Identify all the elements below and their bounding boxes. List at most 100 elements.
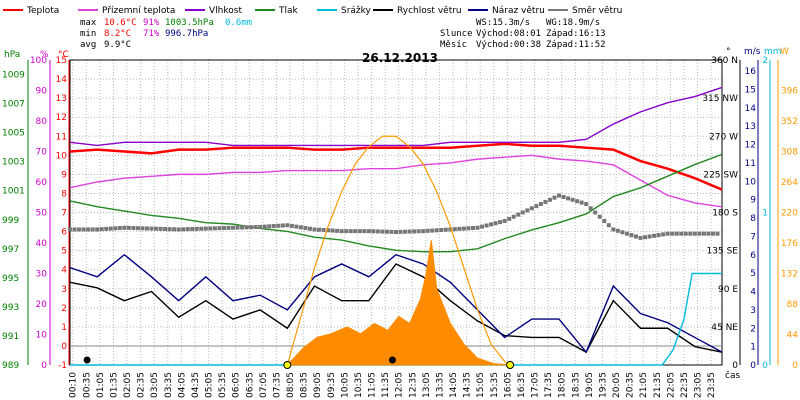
degc-tick: 6 [61,228,67,238]
x-tick: 00:35 [82,372,92,398]
pct-tick: 60 [36,178,48,188]
sunset-marker [506,361,515,369]
legend-label: Rychlost větru [397,6,462,16]
wind-direction-point [140,226,145,231]
x-tick: 22:05 [666,372,676,398]
wind-direction-point [366,229,371,234]
wind-direction-point [547,197,552,202]
x-tick: 23:35 [707,372,717,398]
x-tick: 17:05 [531,372,541,398]
series-0 [69,142,723,191]
wind-direction-point [371,229,376,234]
wind-direction-point [652,233,657,238]
wind-direction-point [452,227,457,232]
x-tick: 04:35 [191,372,201,398]
x-tick: 08:05 [286,372,296,398]
degc-tick: 7 [61,209,67,219]
dir-tick: 45 NE [711,323,738,333]
hpa-tick: 993 [2,303,19,313]
x-tick: 01:35 [109,372,119,398]
wind-direction-point [570,197,575,202]
wind-direction-point [529,206,534,211]
wind-direction-point [353,229,358,234]
x-tick: 09:35 [327,372,337,398]
wind-direction-point [412,229,417,234]
wind-direction-point [710,231,715,236]
wind-direction-point [212,226,217,231]
series-2 [69,86,723,147]
ms-tick: 3 [750,306,756,316]
degc-tick: 0 [61,342,67,352]
wind-direction-point [457,226,462,231]
wind-direction-point [276,223,281,228]
wind-direction-point [131,226,136,231]
x-tick: 16:35 [517,372,527,398]
hpa-tick: 1009 [2,71,25,81]
wind-direction-point [588,206,593,211]
moonrise-marker [83,356,91,364]
wind-direction-point [194,226,199,231]
x-tick: 05:35 [218,372,228,398]
x-tick: 10:35 [354,372,364,398]
degc-tick: 11 [56,132,67,142]
data-series [68,86,723,369]
wind-direction-point [484,223,489,228]
ms-tick: 14 [745,104,757,114]
axis-label-pct: % [40,50,49,60]
ms-tick: 2 [750,324,756,334]
stat-min-temp: 8.2°C [104,29,131,39]
dir-tick: 135 SE [707,247,739,257]
x-tick: 21:05 [639,372,649,398]
x-tick: 09:05 [313,372,323,398]
pct-tick: 100 [30,56,47,66]
pct-tick: 0 [41,361,47,371]
x-tick: 03:35 [164,372,174,398]
mm-tick: 2 [762,56,768,66]
wind-direction-point [394,229,398,234]
wind-direction-point [489,222,494,227]
x-tick: 13:35 [435,372,445,398]
wind-direction-point [475,225,480,230]
wind-direction-point [172,227,177,232]
wind-direction-point [507,216,512,221]
wind-direction-point [389,229,394,234]
wind-direction-point [271,224,276,229]
dir-tick: 360 N [711,56,738,66]
x-tick: 08:35 [300,372,310,398]
stat-wind-speed: WS:15.3m/s [476,18,530,28]
chart-title: 26.12.2013 [362,51,438,65]
wind-direction-point [602,218,607,223]
dir-tick: 90 E [718,285,738,295]
dir-tick: 180 S [712,209,738,219]
wind-direction-point [235,225,240,230]
legend-label: Srážky [341,6,372,16]
wind-direction-point [303,226,308,231]
wind-direction-point [403,229,408,234]
wind-direction-point [615,228,620,233]
wind-direction-point [566,196,571,201]
degc-tick: 10 [56,151,68,161]
wind-direction-point [439,228,444,233]
ms-tick: 10 [745,177,757,187]
wind-direction-point [253,225,258,230]
wind-direction-point [443,227,448,232]
wind-direction-point [158,226,163,231]
wind-direction-point [606,223,611,228]
wind-direction-point [398,229,403,234]
hpa-tick: 991 [2,332,19,342]
w-tick: 264 [781,178,798,188]
hpa-tick: 999 [2,216,19,226]
stat-max-hum: 91% [143,18,160,28]
wind-direction-point [226,225,231,230]
wind-direction-point [593,210,598,215]
hpa-tick: 1003 [2,158,25,168]
wind-direction-point [117,226,122,231]
x-tick: 22:35 [680,372,690,398]
wind-direction-point [357,229,362,234]
wind-direction-point [208,226,213,231]
moon-rise: Východ:00:38 [476,40,541,50]
wind-direction-point [380,229,385,234]
moon-label: Měsíc [440,40,467,50]
axis-label-ms: m/s [744,47,761,57]
pct-tick: 30 [36,270,48,280]
